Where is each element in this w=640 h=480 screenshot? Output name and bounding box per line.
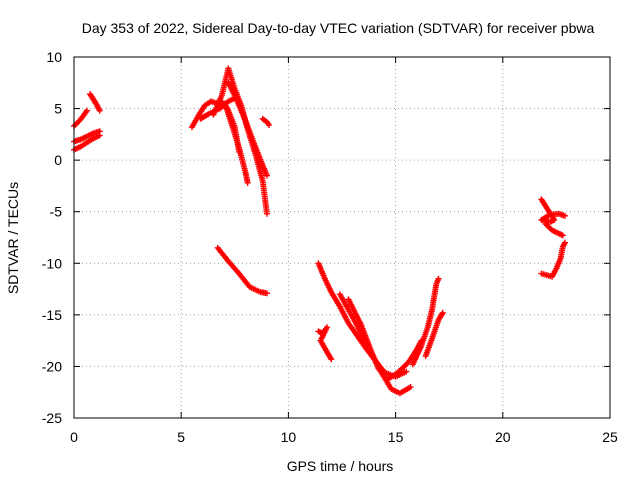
y-tick-label: -20: [42, 358, 62, 374]
chart-title: Day 353 of 2022, Sidereal Day-to-day VTE…: [82, 20, 595, 36]
data-point: [263, 290, 270, 297]
y-tick-label: 0: [54, 152, 62, 168]
y-axis-label: SDTVAR / TECUs: [5, 182, 21, 294]
series-trace-i: [221, 100, 243, 155]
x-tick-label: 15: [388, 429, 404, 445]
series-trace-p: [345, 296, 425, 383]
data-point: [83, 107, 90, 114]
x-tick-labels: 0 5 10 15 20 25: [70, 429, 618, 445]
y-tick-labels: 10 5 0 -5 -10 -15 -20 -25: [42, 49, 62, 426]
series-trace-j: [225, 79, 270, 179]
data-point: [561, 212, 568, 219]
series-trace-q: [409, 275, 442, 368]
data-point: [403, 368, 410, 375]
y-tick-label: 5: [54, 101, 62, 117]
x-tick-label: 0: [70, 429, 78, 445]
y-tick-label: -25: [42, 410, 62, 426]
series-trace-r: [422, 309, 446, 360]
series-trace-m: [315, 324, 335, 363]
x-axis-label: GPS time / hours: [287, 458, 394, 474]
data-point: [439, 309, 446, 316]
data-point: [266, 122, 273, 129]
grid-lines: [74, 57, 610, 418]
series-trace-t: [538, 239, 568, 280]
x-tick-label: 5: [177, 429, 185, 445]
series-trace-d: [87, 91, 103, 114]
axis-ticks: [73, 56, 611, 419]
data-point: [407, 384, 414, 391]
data-point: [244, 179, 251, 186]
y-tick-label: 10: [46, 49, 62, 65]
data-point: [263, 210, 270, 217]
plot-frame: [73, 56, 611, 419]
series-trace-u: [542, 221, 566, 239]
y-tick-label: -10: [42, 255, 62, 271]
data-point: [435, 275, 442, 282]
series-trace-s: [538, 196, 568, 226]
series-trace-g: [210, 65, 270, 217]
x-tick-label: 10: [281, 429, 297, 445]
data-point: [263, 172, 270, 179]
series-trace-k: [259, 115, 273, 129]
data-series: [71, 65, 568, 397]
y-tick-label: -5: [50, 204, 63, 220]
data-point: [96, 107, 103, 114]
y-tick-label: -15: [42, 307, 62, 323]
data-point: [559, 232, 566, 239]
x-tick-label: 25: [602, 429, 618, 445]
data-point: [96, 128, 103, 135]
data-point: [561, 239, 568, 246]
series-trace-l: [214, 244, 270, 297]
data-point: [328, 356, 335, 363]
series-trace-o: [336, 291, 414, 397]
x-tick-label: 20: [495, 429, 511, 445]
data-point: [236, 148, 243, 155]
